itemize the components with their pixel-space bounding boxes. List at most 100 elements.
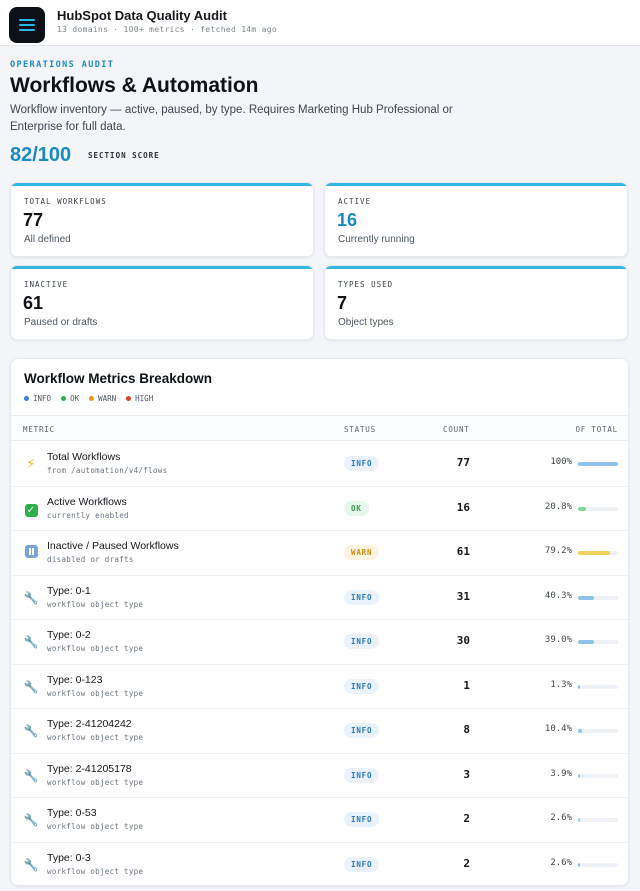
legend-item-high: HIGH (126, 394, 153, 403)
metric-count: 3 (463, 767, 470, 781)
status-badge: INFO (344, 856, 380, 872)
table-row[interactable]: 🔧 Type: 0-53 workflow object type INFO 2 2.6% (11, 798, 628, 843)
wrench-icon: 🔧 (23, 679, 39, 694)
percent-bar (578, 729, 618, 733)
status-badge: INFO (344, 767, 380, 783)
panel-title: Workflow Metrics Breakdown (24, 371, 213, 386)
metric-count: 77 (456, 456, 470, 469)
stat-hint: All defined (24, 234, 71, 245)
stat-hint: Paused or drafts (24, 317, 98, 328)
menu-button[interactable] (10, 8, 44, 42)
percent-bar-fill (578, 773, 580, 778)
stat-card-active: ACTIVE 16 Currently running (324, 182, 628, 257)
stat-value: 61 (23, 293, 44, 313)
percent-bar (578, 862, 618, 867)
wrench-icon: 🔧 (23, 590, 39, 605)
legend-label: WARN (98, 394, 117, 403)
check-icon: ✓ (23, 501, 39, 517)
status-badge: INFO (344, 634, 380, 649)
metric-name: Type: 0-123 (47, 673, 103, 686)
stat-hint: Object types (338, 317, 394, 328)
table-row[interactable]: Inactive / Paused Workflows disabled or d… (11, 531, 628, 576)
percent-bar-fill (578, 684, 580, 689)
table-row[interactable]: 🔧 Type: 2-41204242 workflow object type INF… (11, 709, 628, 754)
workflow-metrics-panel: Workflow Metrics Breakdown INFO OK WARN … (10, 358, 629, 886)
lightning-icon: ⚡ (26, 456, 36, 471)
wrench-icon: 🔧 (23, 857, 39, 872)
metric-percent: 10.4% (544, 724, 572, 734)
column-header-status[interactable]: STATUS (344, 425, 376, 434)
column-header-count[interactable]: COUNT (443, 425, 470, 434)
table-row[interactable]: 🔧 Type: 0-3 workflow object type INFO 2 2.6% (11, 843, 628, 886)
metric-percent: 79.2% (544, 546, 572, 556)
high-dot-icon (126, 396, 132, 401)
stat-label: INACTIVE (24, 280, 69, 289)
stat-hint: Currently running (338, 234, 415, 245)
app-subtitle: 13 domains · 100+ metrics · fetched 14m … (57, 25, 278, 34)
metric-name: Active Workflows (47, 495, 127, 508)
stat-label: TOTAL WORKFLOWS (24, 197, 107, 206)
metric-name: Type: 0-53 (47, 807, 97, 819)
table-row[interactable]: ⚡ Total Workflows from /automation/v4/flow… (11, 442, 628, 487)
metric-percent: 2.6% (550, 813, 572, 823)
page-description: Workflow inventory — active, paused, by … (10, 104, 453, 133)
section-score: 82/100 (10, 144, 72, 166)
metric-percent: 40.3% (544, 590, 572, 601)
section-score-label: SECTION SCORE (88, 151, 160, 160)
column-header-of-total[interactable]: OF TOTAL (575, 425, 618, 434)
metric-name: Total Workflows (47, 451, 121, 463)
metric-name: Type: 2-41204242 (47, 718, 132, 730)
info-dot-icon (24, 396, 29, 401)
wrench-icon: 🔧 (23, 768, 39, 783)
metric-name: Type: 0-3 (47, 851, 91, 864)
metric-percent: 100% (550, 457, 572, 467)
stat-card-total-workflows: TOTAL WORKFLOWS 77 All defined (10, 182, 314, 257)
wrench-icon: 🔧 (23, 724, 39, 738)
ok-dot-icon (61, 396, 67, 401)
metric-source: workflow object type (47, 822, 144, 831)
metric-source: workflow object type (47, 866, 144, 876)
section-eyebrow: OPERATIONS AUDIT (10, 60, 115, 70)
percent-bar (578, 818, 618, 822)
table-row[interactable]: 🔧 Type: 2-41205178 workflow object type INF… (11, 754, 628, 798)
stat-label: TYPES USED (338, 280, 394, 289)
percent-bar (578, 773, 618, 778)
metric-count: 8 (463, 723, 470, 736)
stat-value: 77 (23, 210, 44, 230)
metric-source: workflow object type (47, 688, 144, 698)
table-row[interactable]: ✓ Active Workflows currently enabled OK 16 20… (11, 487, 628, 531)
percent-bar (578, 506, 618, 511)
top-bar: HubSpot Data Quality Audit 13 domains · … (0, 0, 640, 46)
percent-bar-fill (578, 640, 594, 644)
metric-source: workflow object type (47, 644, 144, 653)
column-header-metric[interactable]: METRIC (23, 425, 55, 434)
legend-label: HIGH (135, 394, 154, 403)
stat-card-types-used: TYPES USED 7 Object types (324, 265, 628, 340)
table-row[interactable]: 🔧 Type: 0-123 workflow object type INFO 1 1.3… (11, 665, 628, 709)
metric-source: workflow object type (47, 599, 144, 609)
stat-value: 7 (337, 293, 348, 313)
metric-count: 2 (463, 856, 470, 870)
stat-label: ACTIVE (338, 197, 372, 206)
percent-bar-fill (578, 462, 618, 466)
metric-count: 31 (456, 589, 470, 603)
metric-name: Inactive / Paused Workflows (47, 540, 179, 552)
wrench-icon: 🔧 (23, 813, 39, 827)
metric-source: workflow object type (47, 777, 144, 787)
metric-percent: 1.3% (550, 679, 572, 690)
percent-bar (578, 551, 618, 555)
status-legend: INFO OK WARN HIGH (24, 394, 153, 403)
stat-value: 16 (337, 210, 358, 230)
status-badge: WARN (344, 545, 380, 560)
metric-name: Type: 0-1 (47, 584, 91, 597)
table-row[interactable]: 🔧 Type: 0-1 workflow object type INFO 31 40.3… (11, 576, 628, 620)
legend-label: INFO (33, 394, 52, 403)
percent-bar-fill (578, 506, 587, 511)
table-row[interactable]: 🔧 Type: 0-2 workflow object type INFO 30 39.0… (11, 620, 628, 665)
table-header: METRIC STATUS COUNT OF TOTAL (11, 415, 628, 441)
status-badge: INFO (344, 456, 380, 471)
page-title: Workflows & Automation (10, 74, 259, 97)
percent-bar (578, 684, 618, 689)
percent-bar (578, 640, 618, 644)
stat-card-inactive: INACTIVE 61 Paused or drafts (10, 265, 314, 340)
